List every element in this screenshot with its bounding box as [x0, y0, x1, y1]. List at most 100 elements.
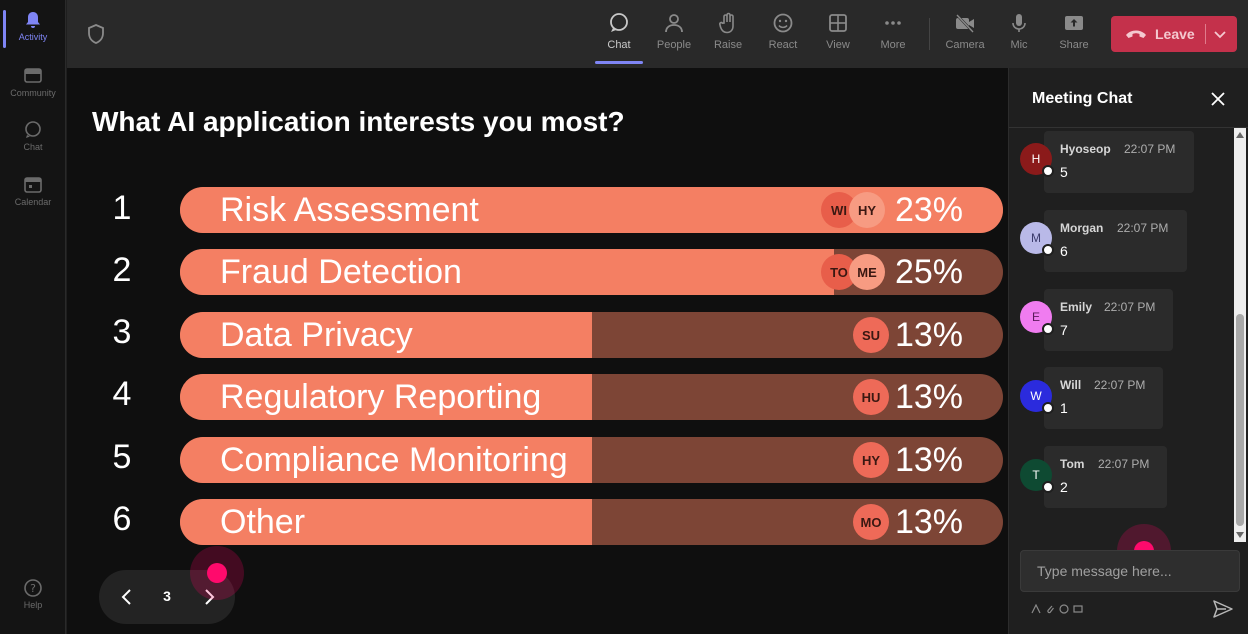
option-percent: 13%: [894, 503, 963, 541]
avatar-initial: E: [1031, 310, 1040, 324]
chat-message: Hyoseop 22:07 PM 5: [1044, 131, 1194, 193]
chevron-right-icon[interactable]: [199, 587, 219, 607]
poll-option-bar[interactable]: Regulatory Reporting HU 13%: [180, 374, 1003, 420]
poll-question: What AI application interests you most?: [92, 106, 625, 137]
rail-item-calendar[interactable]: Calendar: [0, 175, 66, 207]
emoji-icon[interactable]: [1059, 604, 1069, 614]
attach-icon[interactable]: [1045, 604, 1055, 614]
option-fill: [180, 437, 592, 483]
message-compose-box: [1020, 550, 1240, 592]
avatar-initial: H: [1031, 152, 1041, 166]
chat-button[interactable]: Chat: [593, 12, 645, 64]
option-label: Compliance Monitoring: [220, 441, 568, 479]
poll-option-bar[interactable]: Fraud Detection TO ME 25%: [180, 249, 1003, 295]
camera-button[interactable]: Camera: [939, 12, 991, 51]
mic-button[interactable]: Mic: [993, 12, 1045, 51]
option-fill: [180, 312, 592, 358]
chevron-down-icon[interactable]: [1213, 27, 1227, 41]
chevron-left-icon[interactable]: [117, 587, 137, 607]
send-icon[interactable]: [1213, 600, 1233, 618]
option-fill: [180, 374, 592, 420]
presence-dot: [1042, 165, 1054, 177]
message-input[interactable]: [1021, 551, 1239, 591]
rail-item-activity[interactable]: Activity: [0, 10, 66, 48]
message-time: 22:07 PM: [1117, 221, 1169, 235]
gif-icon[interactable]: [1073, 604, 1083, 614]
presence-dot: [1042, 323, 1054, 335]
voter-avatar: HY: [849, 192, 885, 228]
rail-item-community[interactable]: Community: [0, 66, 66, 98]
more-button[interactable]: More: [867, 12, 919, 51]
mic-label: Mic: [1010, 39, 1028, 51]
poll-option-bar[interactable]: Compliance Monitoring HY 13%: [180, 437, 1003, 483]
poll-option-bar[interactable]: Data Privacy SU 13%: [180, 312, 1003, 358]
raise-hand-button[interactable]: Raise: [702, 12, 754, 51]
poll-stage: What AI application interests you most? …: [67, 68, 1008, 634]
scroll-up-arrow-icon[interactable]: [1236, 132, 1244, 138]
bell-icon: [26, 12, 40, 28]
more-label: More: [880, 39, 906, 51]
voter-avatar: SU: [853, 317, 889, 353]
poll-option-bar[interactable]: Other MO 13%: [180, 499, 1003, 545]
people-button[interactable]: People: [648, 12, 700, 51]
people-icon: [665, 14, 683, 33]
chat-scrollbar[interactable]: [1234, 128, 1246, 542]
rail-label: Activity: [18, 32, 48, 42]
option-number: 5: [112, 438, 132, 476]
scroll-thumb[interactable]: [1236, 314, 1244, 526]
message-text: 6: [1060, 243, 1068, 259]
voter-avatar: MO: [853, 504, 889, 540]
option-percent: 13%: [894, 378, 963, 416]
camera-label: Camera: [945, 39, 985, 51]
pointer-indicator: [190, 546, 244, 600]
react-label: React: [768, 39, 798, 51]
share-button[interactable]: Share: [1048, 12, 1100, 51]
share-screen-icon: [1065, 16, 1083, 30]
view-label: View: [826, 39, 850, 51]
presence-dot: [1042, 481, 1054, 493]
mic-icon: [1012, 14, 1026, 32]
avatar[interactable]: E: [1020, 301, 1054, 335]
chat-title: Meeting Chat: [1032, 90, 1133, 107]
avatar[interactable]: M: [1020, 222, 1054, 256]
view-button[interactable]: View: [812, 12, 864, 51]
option-percent: 13%: [894, 316, 963, 354]
avatar[interactable]: T: [1020, 459, 1054, 493]
chat-message: Morgan 22:07 PM 6: [1044, 210, 1187, 272]
option-number: 2: [112, 251, 132, 289]
message-time: 22:07 PM: [1094, 378, 1146, 392]
avatar[interactable]: W: [1020, 380, 1054, 414]
scroll-down-arrow-icon[interactable]: [1236, 532, 1244, 538]
message-time: 22:07 PM: [1098, 457, 1150, 471]
chat-icon: [610, 13, 628, 32]
more-icon: [885, 21, 901, 25]
chat-icon: [25, 121, 41, 138]
close-icon[interactable]: [1209, 90, 1227, 108]
rail-label: Community: [10, 88, 56, 98]
format-icon[interactable]: [1031, 604, 1041, 614]
raise-label: Raise: [713, 39, 743, 51]
option-label: Data Privacy: [220, 316, 413, 354]
rail-item-chat[interactable]: Chat: [0, 120, 66, 152]
presence-dot: [1042, 244, 1054, 256]
avatar-initial: T: [1032, 468, 1040, 482]
camera-off-icon: [956, 14, 974, 33]
rail-item-help[interactable]: ? Help: [0, 578, 66, 610]
share-label: Share: [1059, 39, 1089, 51]
option-percent: 23%: [894, 191, 963, 229]
react-button[interactable]: React: [757, 12, 809, 51]
sender-name: Tom: [1060, 457, 1085, 471]
voter-avatar: HU: [853, 379, 889, 415]
rail-label: Calendar: [14, 197, 52, 207]
option-label: Risk Assessment: [220, 191, 479, 229]
poll-option-bar[interactable]: Risk Assessment WI HY 23%: [180, 187, 1003, 233]
message-text: 1: [1060, 400, 1068, 416]
avatar[interactable]: H: [1020, 143, 1054, 177]
leave-button[interactable]: Leave: [1111, 16, 1237, 52]
sender-name: Hyoseop: [1060, 142, 1111, 156]
option-number: 4: [112, 375, 132, 413]
rail-label: Help: [23, 600, 43, 610]
option-percent: 13%: [894, 441, 963, 479]
message-text: 5: [1060, 164, 1068, 180]
meeting-toolbar: Chat People Raise React View More Camera…: [67, 0, 1248, 68]
